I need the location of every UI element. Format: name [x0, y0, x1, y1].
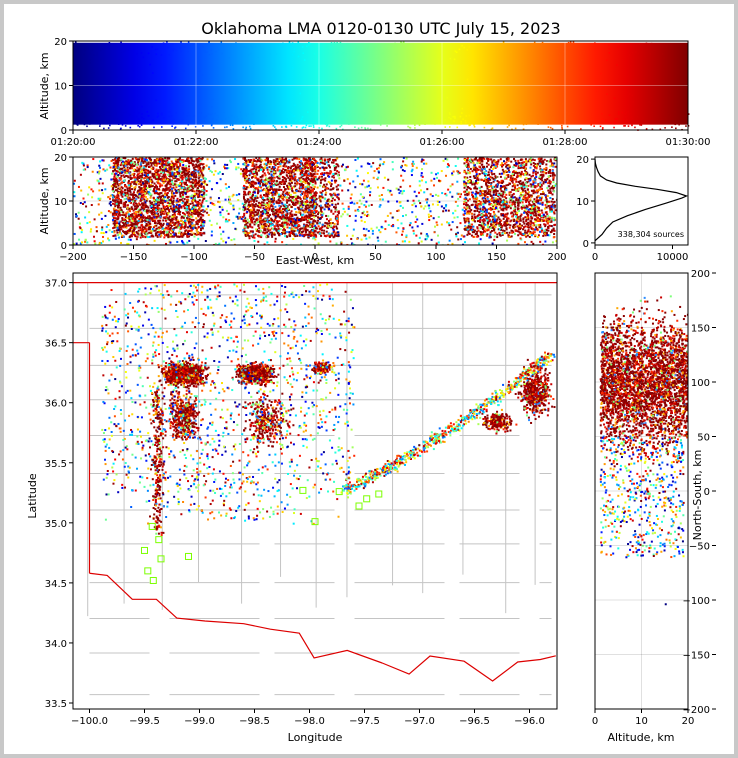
altitude-ns-ylabel: North-South, km: [691, 450, 704, 541]
x-tick-label: 01:24:00: [297, 137, 342, 148]
x-tick-label: 10: [635, 716, 648, 727]
lma-stations: [141, 486, 383, 584]
station-marker: [157, 555, 165, 563]
y-tick-label: 10: [576, 197, 589, 208]
y-tick-label: 0: [61, 126, 67, 137]
chart-title: Oklahoma LMA 0120-0130 UTC July 15, 2023: [201, 19, 560, 38]
x-tick-label: −98.0: [294, 716, 325, 727]
station-marker: [299, 486, 307, 494]
x-tick-label: 01:26:00: [420, 137, 465, 148]
time-altitude-panel: 01:20:00 01:22:00 01:24:00 01:26:00 01:28:00…: [51, 37, 711, 148]
station-marker: [141, 546, 148, 554]
altitude-ns-sources: [599, 295, 688, 606]
y-tick-label: 20: [54, 37, 67, 48]
y-tick-label: 35.0: [45, 519, 67, 530]
y-tick-label: 0: [61, 241, 67, 252]
y-tick-label: −150: [683, 651, 710, 662]
time-altitude-source-density: [73, 42, 688, 125]
station-marker: [149, 576, 157, 584]
x-tick-label: −97.0: [404, 716, 435, 727]
time-altitude-ylabel: Altitude, km: [38, 52, 51, 119]
station-marker: [148, 522, 156, 530]
x-tick-label: −100: [180, 252, 207, 263]
histogram-annotation: 338,304 sources: [618, 230, 684, 239]
x-tick-label: −96.0: [514, 716, 545, 727]
x-tick-label: −50: [244, 252, 265, 263]
x-tick-label: 0: [592, 716, 598, 727]
altitude-ns-xlabel: Altitude, km: [607, 731, 674, 744]
y-tick-label: 50: [697, 433, 710, 444]
x-tick-label: −96.5: [459, 716, 490, 727]
station-marker: [375, 490, 383, 498]
y-tick-label: 0: [583, 239, 589, 250]
x-tick-label: 200: [547, 252, 566, 263]
y-tick-label: 200: [691, 269, 710, 280]
station-marker: [155, 536, 163, 544]
x-tick-label: −100.0: [71, 716, 108, 727]
x-tick-label: 01:30:00: [666, 137, 711, 148]
station-marker: [311, 518, 319, 526]
time-altitude-grid: [73, 41, 688, 130]
x-tick-label: −150: [120, 252, 147, 263]
y-tick-label: 10: [54, 82, 67, 93]
state-border-red-river: [89, 572, 556, 682]
y-tick-label: 100: [691, 378, 710, 389]
plan-view-ylabel: Latitude: [26, 473, 39, 519]
y-tick-label: 20: [576, 155, 589, 166]
east-west-altitude-panel: −200 −150 −100 −50 0 50 100 150 200 0 10 20: [54, 153, 566, 263]
x-tick-label: 10000: [657, 252, 689, 263]
altitude-histogram-line: [594, 159, 689, 242]
y-tick-label: 36.0: [45, 399, 67, 410]
y-tick-label: −50: [689, 542, 710, 553]
figure-frame: Oklahoma LMA 0120-0130 UTC July 15, 2023…: [4, 4, 734, 754]
x-tick-label: −200: [59, 252, 86, 263]
altitude-north-south-panel: 0 10 20 200 150 100 50 0 −50 −100 −150 −200: [592, 269, 716, 727]
station-marker: [335, 488, 343, 496]
station-marker: [185, 552, 192, 560]
station-marker: [355, 502, 363, 510]
outlier-source: [664, 603, 667, 606]
x-tick-label: 01:22:00: [174, 137, 219, 148]
x-tick-label: 50: [369, 252, 382, 263]
east-west-xlabel: East-West, km: [276, 254, 354, 267]
y-tick-label: 34.5: [45, 579, 67, 590]
y-tick-label: −100: [683, 596, 710, 607]
y-tick-label: −200: [683, 705, 710, 716]
time-altitude-speckle: [73, 41, 690, 131]
plan-view-axes-frame: [72, 272, 558, 710]
figure-canvas: Oklahoma LMA 0120-0130 UTC July 15, 2023…: [26, 19, 716, 744]
east-west-sources: [73, 157, 557, 245]
x-tick-label: 20: [682, 716, 695, 727]
plan-view-map-panel: −100.0 −99.5 −99.0 −98.5 −98.0 −97.5 −97.0 −96.…: [45, 272, 558, 727]
y-tick-label: 33.5: [45, 699, 67, 710]
x-tick-label: 0: [592, 252, 598, 263]
x-tick-label: 100: [426, 252, 445, 263]
x-tick-label: −98.5: [239, 716, 270, 727]
y-tick-label: 150: [691, 324, 710, 335]
x-tick-label: −97.5: [349, 716, 380, 727]
x-tick-label: 150: [487, 252, 506, 263]
x-tick-label: −99.0: [184, 716, 215, 727]
x-tick-label: 01:28:00: [543, 137, 588, 148]
y-tick-label: 37.0: [45, 279, 67, 290]
y-tick-label: 35.5: [45, 459, 67, 470]
y-tick-label: 10: [54, 197, 67, 208]
y-tick-label: 36.5: [45, 339, 67, 350]
station-marker: [363, 495, 371, 503]
station-marker: [144, 567, 152, 575]
y-tick-label: 20: [54, 153, 67, 164]
x-tick-label: 01:20:00: [51, 137, 96, 148]
x-tick-label: −99.5: [129, 716, 160, 727]
y-tick-label: 0: [704, 487, 710, 498]
county-boundaries: [73, 282, 557, 696]
east-west-ylabel: Altitude, km: [38, 167, 51, 234]
x-tick-label: 0: [312, 252, 318, 263]
altitude-histogram-panel: 0 10000 0 10 20: [576, 155, 689, 263]
y-tick-label: 34.0: [45, 639, 67, 650]
plan-view-sources: [101, 283, 557, 536]
plan-view-xlabel: Longitude: [288, 731, 343, 744]
